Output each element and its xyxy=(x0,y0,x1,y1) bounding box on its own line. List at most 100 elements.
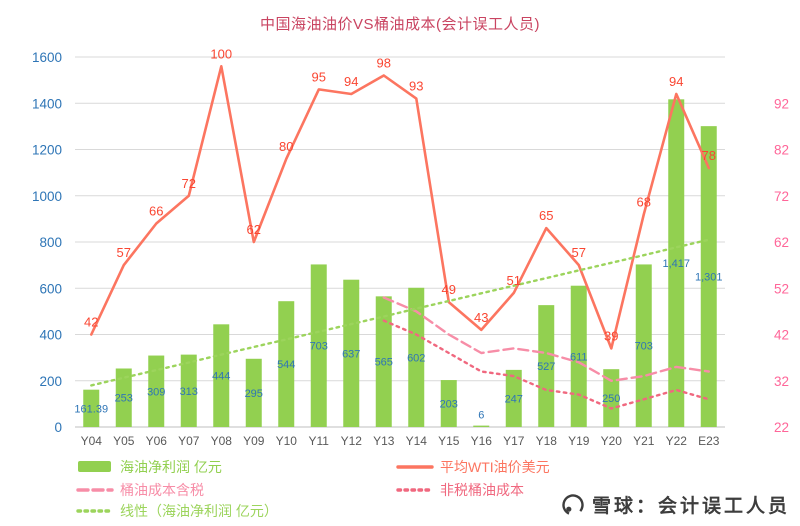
line-value-label: 93 xyxy=(409,79,423,94)
line-value-label: 94 xyxy=(344,74,358,89)
bar-value-label: 602 xyxy=(407,352,425,364)
series-line xyxy=(90,65,711,350)
bar xyxy=(115,368,132,427)
bar xyxy=(180,354,197,427)
bar xyxy=(440,380,457,427)
line-value-label: 43 xyxy=(474,310,488,325)
left-axis-tick-label: 200 xyxy=(39,374,62,389)
left-axis-tick-label: 1200 xyxy=(32,143,62,158)
bar xyxy=(343,279,360,427)
left-axis-tick-label: 800 xyxy=(39,235,62,250)
line-value-label: 94 xyxy=(669,74,683,89)
watermark: 雪球：会计误工人员 xyxy=(561,491,790,518)
bar-value-label: 444 xyxy=(212,371,230,383)
left-axis-tick-label: 600 xyxy=(39,281,62,296)
line-value-label: 72 xyxy=(182,176,196,191)
bar xyxy=(473,425,490,427)
bar-value-label: 544 xyxy=(277,359,295,371)
legend-label: 桶油成本含税 xyxy=(120,482,204,498)
x-axis-category-label: Y04 xyxy=(81,434,103,448)
bar xyxy=(570,285,587,427)
left-axis-tick-label: 0 xyxy=(54,420,62,435)
x-axis-category-label: Y15 xyxy=(438,434,460,448)
bar-value-label: 565 xyxy=(375,357,393,369)
left-axis-tick-label: 1600 xyxy=(32,50,62,65)
x-axis-category-label: Y10 xyxy=(276,434,298,448)
right-axis-tick-label: 62 xyxy=(774,235,789,250)
right-axis-tick-label: 92 xyxy=(774,96,789,111)
bar xyxy=(700,126,717,428)
line-value-label: 57 xyxy=(117,245,131,260)
x-axis-category-label: Y05 xyxy=(113,434,135,448)
xueqiu-logo-icon xyxy=(562,493,584,516)
line-value-label: 65 xyxy=(539,208,553,223)
series-line xyxy=(90,238,710,387)
bar xyxy=(668,99,685,427)
bar-value-label: 309 xyxy=(147,386,165,398)
bar-value-label: 313 xyxy=(180,386,198,398)
x-axis-category-label: Y13 xyxy=(373,434,395,448)
bar-value-label: 611 xyxy=(570,351,588,363)
series-line xyxy=(382,319,710,410)
legend-label: 平均WTI油价美元 xyxy=(440,459,550,475)
right-axis-tick-label: 52 xyxy=(774,281,789,296)
line-value-label: 95 xyxy=(312,69,326,84)
bar-value-label: 161.39 xyxy=(74,403,108,415)
line-value-label: 39 xyxy=(604,328,618,343)
x-axis-category-label: Y18 xyxy=(536,434,558,448)
bar xyxy=(310,264,327,427)
bar xyxy=(635,264,652,427)
bar xyxy=(538,305,555,427)
right-axis-tick-label: 32 xyxy=(774,374,789,389)
line-value-label: 68 xyxy=(637,194,651,209)
bar xyxy=(375,296,392,427)
x-axis-category-label: Y12 xyxy=(341,434,363,448)
bar xyxy=(245,358,262,427)
x-axis-category-label: Y20 xyxy=(601,434,623,448)
bar xyxy=(278,301,295,427)
bar-value-label: 703 xyxy=(635,341,653,353)
bar-value-label: 247 xyxy=(505,393,523,405)
bar xyxy=(213,324,230,427)
bar-value-label: 253 xyxy=(115,393,133,405)
x-axis-category-label: Y14 xyxy=(406,434,428,448)
x-axis-category-label: Y09 xyxy=(243,434,265,448)
bar-value-label: 637 xyxy=(342,348,360,360)
left-axis-tick-label: 1000 xyxy=(32,189,62,204)
bar-value-label: 1,417 xyxy=(662,258,690,270)
x-axis-category-label: Y22 xyxy=(666,434,688,448)
bar xyxy=(505,369,522,427)
bar-value-label: 295 xyxy=(245,388,263,400)
bar-value-label: 203 xyxy=(440,399,458,411)
x-axis-category-label: Y07 xyxy=(178,434,200,448)
bar-value-label: 527 xyxy=(537,361,555,373)
line-value-label: 42 xyxy=(84,315,98,330)
line-value-label: 78 xyxy=(702,148,716,163)
bar xyxy=(148,355,165,427)
line-value-label: 49 xyxy=(442,282,456,297)
x-axis-category-label: Y08 xyxy=(211,434,233,448)
x-axis-category-label: Y11 xyxy=(309,434,330,448)
line-value-label: 80 xyxy=(279,139,293,154)
x-axis-category-label: Y17 xyxy=(503,434,525,448)
right-axis-tick-label: 42 xyxy=(774,328,789,343)
left-axis-tick-label: 1400 xyxy=(32,96,62,111)
line-value-label: 51 xyxy=(507,273,521,288)
bar xyxy=(603,369,620,427)
x-axis-category-label: E23 xyxy=(698,434,720,448)
legend-label: 线性（海油净利润 亿元） xyxy=(120,503,278,519)
bar-value-label: 1,301 xyxy=(695,272,723,284)
x-axis-category-label: Y16 xyxy=(471,434,493,448)
legend-label: 海油净利润 亿元 xyxy=(120,459,222,475)
left-axis-tick-label: 400 xyxy=(39,328,62,343)
bar-value-label: 703 xyxy=(310,341,328,353)
bar xyxy=(408,287,425,427)
line-value-label: 100 xyxy=(210,46,232,61)
line-value-label: 57 xyxy=(572,245,586,260)
right-axis-tick-label: 72 xyxy=(774,189,789,204)
x-axis-category-label: Y21 xyxy=(633,434,655,448)
legend-swatch xyxy=(78,461,111,472)
x-axis-category-label: Y06 xyxy=(146,434,168,448)
